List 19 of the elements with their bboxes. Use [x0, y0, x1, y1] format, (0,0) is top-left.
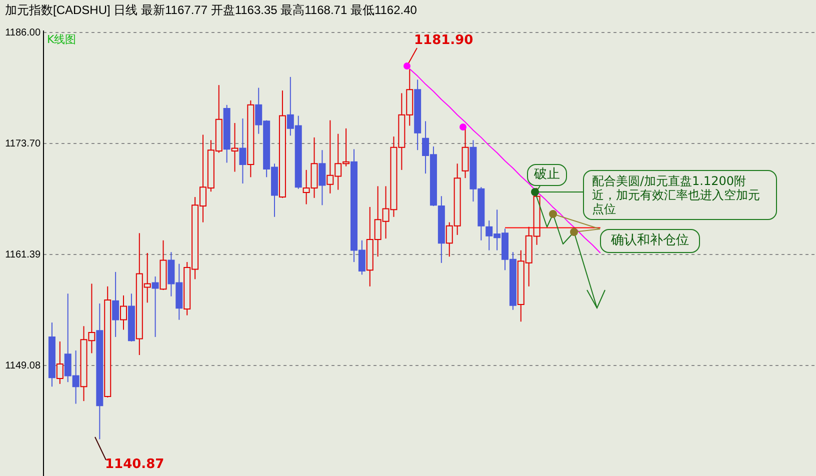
annotation: 配合美圆/加元直盘1.1200附近，加元有效汇率也进入空加元点位 — [583, 170, 777, 220]
candlestick — [152, 276, 159, 338]
candlestick — [231, 122, 238, 172]
candlestick — [462, 127, 469, 179]
y-tick-label: 1149.08 — [5, 360, 41, 372]
annotation: 破止 — [527, 164, 567, 186]
y-tick-label: 1161.39 — [5, 249, 41, 260]
candlestick — [318, 150, 326, 206]
candlestick — [239, 118, 246, 184]
chart-subtitle: K线图 — [47, 33, 76, 47]
y-tick-label: 1173.70 — [5, 138, 41, 150]
annotation: 1140.87 — [105, 457, 164, 472]
chart-title: 加元指数[CADSHU] 日线 最新1167.77 开盘1163.35 最高1168.71 最低1162.40 — [5, 2, 418, 17]
candlestick — [112, 271, 120, 338]
y-tick-label: 1186.00 — [5, 27, 41, 38]
candlestick — [56, 340, 64, 384]
candlestick — [120, 294, 128, 330]
annotation: 确认和补仓位 — [600, 229, 700, 253]
annotation: 1181.90 — [414, 33, 474, 48]
